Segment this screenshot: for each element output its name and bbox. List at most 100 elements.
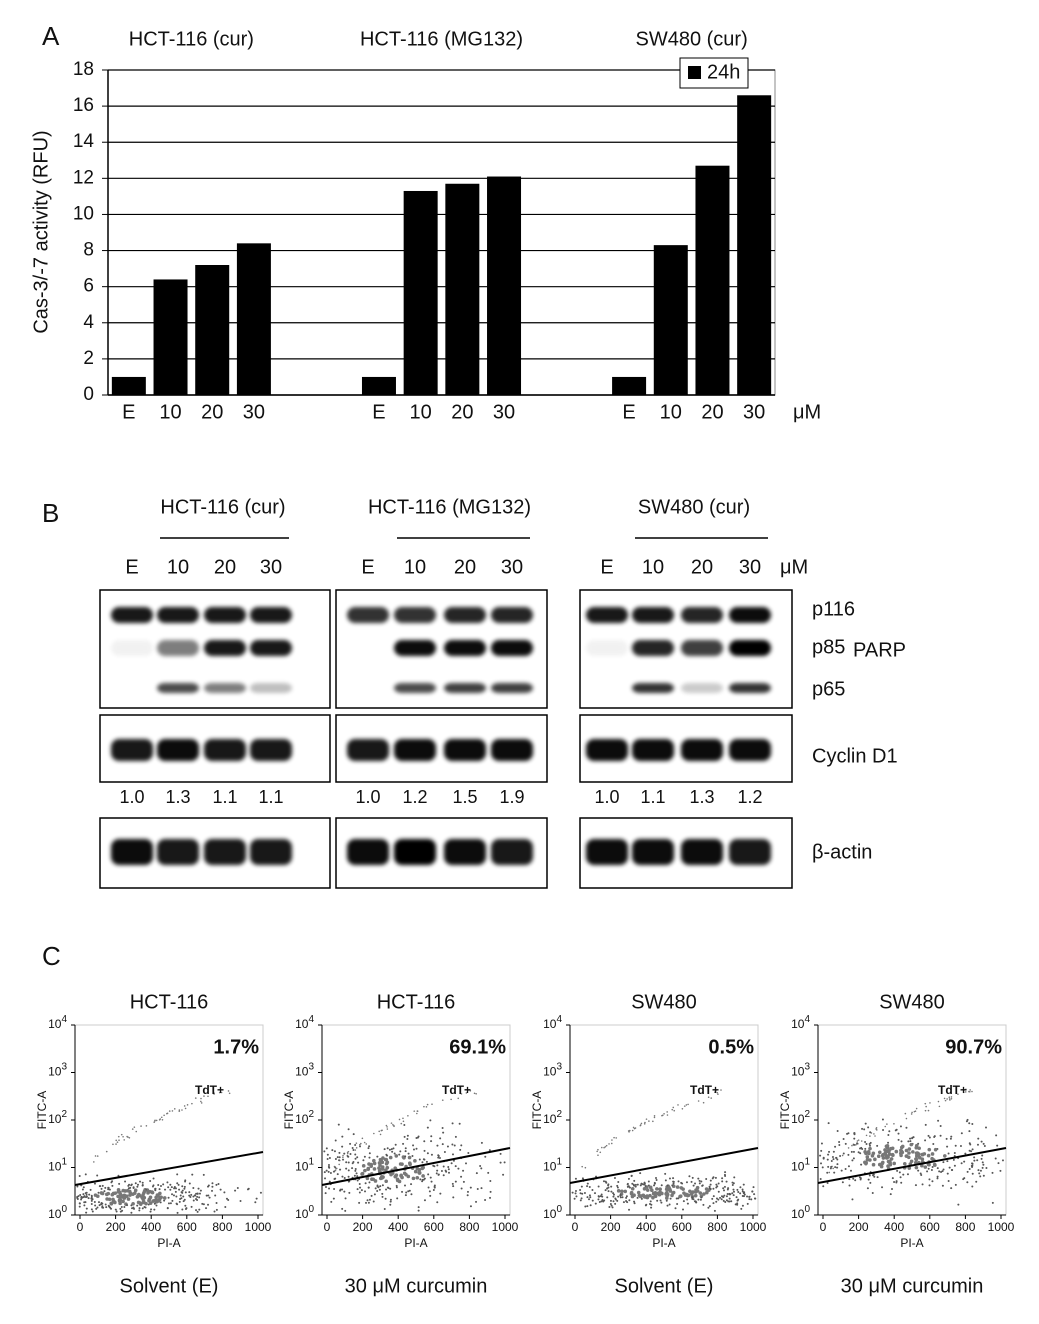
event-dot bbox=[393, 1174, 398, 1179]
event-dot bbox=[156, 1199, 161, 1203]
event-dot bbox=[647, 1180, 650, 1183]
event-dot bbox=[933, 1135, 936, 1138]
event-dot bbox=[465, 1092, 468, 1094]
x-tick-label: 200 bbox=[106, 1220, 126, 1234]
scatter-cloud bbox=[323, 1089, 506, 1212]
event-dot bbox=[834, 1145, 837, 1148]
event-dot bbox=[384, 1157, 389, 1162]
y-tick-label: 100 bbox=[543, 1204, 562, 1222]
x-tick-label: 0 bbox=[820, 1220, 827, 1234]
event-dot bbox=[857, 1139, 860, 1141]
event-dot bbox=[378, 1163, 382, 1167]
unit-label: μM bbox=[793, 401, 821, 423]
event-dot bbox=[159, 1184, 162, 1187]
event-dot bbox=[153, 1208, 156, 1211]
blot-title: SW480 (cur) bbox=[638, 496, 750, 518]
event-dot bbox=[834, 1166, 837, 1169]
tick-base: 10 bbox=[791, 1112, 805, 1126]
event-dot bbox=[616, 1199, 619, 1202]
event-dot bbox=[334, 1158, 337, 1161]
event-dot bbox=[344, 1197, 347, 1200]
event-dot bbox=[850, 1150, 853, 1153]
tick-exponent: 0 bbox=[308, 1204, 314, 1215]
panel-label: C bbox=[42, 941, 61, 971]
event-dot bbox=[211, 1185, 214, 1188]
event-dot bbox=[457, 1167, 460, 1170]
event-dot bbox=[610, 1190, 613, 1193]
event-dot bbox=[469, 1205, 472, 1208]
event-dot bbox=[200, 1097, 202, 1100]
event-dot bbox=[447, 1166, 450, 1169]
event-dot bbox=[179, 1194, 182, 1197]
blot-band bbox=[111, 739, 153, 761]
y-tick-label: 10 bbox=[73, 203, 94, 224]
event-dot bbox=[386, 1126, 388, 1128]
event-dot bbox=[665, 1190, 669, 1195]
tick-exponent: 2 bbox=[556, 1109, 562, 1120]
event-dot bbox=[725, 1180, 728, 1183]
event-dot bbox=[502, 1173, 505, 1176]
event-dot bbox=[503, 1161, 506, 1164]
event-dot bbox=[729, 1193, 732, 1196]
event-dot bbox=[721, 1177, 724, 1180]
event-dot bbox=[947, 1180, 950, 1183]
event-dot bbox=[365, 1143, 368, 1145]
event-dot bbox=[417, 1170, 422, 1175]
event-dot bbox=[636, 1196, 639, 1199]
event-dot bbox=[637, 1193, 642, 1198]
bar bbox=[737, 95, 772, 396]
event-dot bbox=[390, 1148, 393, 1151]
event-dot bbox=[158, 1188, 161, 1191]
event-dot bbox=[152, 1177, 155, 1180]
event-dot bbox=[377, 1166, 381, 1170]
event-dot bbox=[141, 1207, 144, 1210]
event-dot bbox=[675, 1197, 678, 1200]
tick-base: 10 bbox=[48, 1207, 62, 1221]
legend-label: 24h bbox=[707, 61, 740, 83]
event-dot bbox=[352, 1133, 355, 1136]
event-dot bbox=[148, 1201, 153, 1205]
event-dot bbox=[328, 1187, 331, 1190]
event-dot bbox=[410, 1183, 413, 1186]
tick-exponent: 0 bbox=[556, 1204, 562, 1215]
event-dot bbox=[129, 1186, 132, 1189]
tick-base: 10 bbox=[295, 1112, 309, 1126]
blot-band bbox=[444, 640, 486, 656]
event-dot bbox=[711, 1197, 714, 1200]
event-dot bbox=[895, 1181, 898, 1184]
event-dot bbox=[390, 1122, 393, 1124]
plot-title: SW480 bbox=[879, 991, 945, 1013]
group-title: HCT-116 (MG132) bbox=[360, 28, 523, 50]
blot-band bbox=[632, 640, 674, 656]
ratio-label: 1.3 bbox=[689, 787, 714, 807]
tick-exponent: 1 bbox=[804, 1156, 810, 1167]
event-dot bbox=[331, 1149, 334, 1152]
event-dot bbox=[981, 1166, 984, 1169]
event-dot bbox=[205, 1207, 208, 1210]
event-dot bbox=[104, 1186, 107, 1189]
event-dot bbox=[452, 1159, 455, 1162]
event-dot bbox=[334, 1169, 337, 1172]
event-dot bbox=[404, 1172, 408, 1177]
tick-base: 10 bbox=[791, 1160, 805, 1174]
event-dot bbox=[154, 1188, 157, 1191]
event-dot bbox=[732, 1188, 735, 1191]
event-dot bbox=[213, 1210, 216, 1213]
event-dot bbox=[586, 1182, 589, 1185]
event-dot bbox=[976, 1159, 979, 1162]
event-dot bbox=[876, 1176, 879, 1179]
event-dot bbox=[586, 1196, 589, 1199]
event-dot bbox=[964, 1091, 967, 1093]
event-dot bbox=[454, 1180, 457, 1183]
event-dot bbox=[700, 1180, 703, 1183]
event-dot bbox=[166, 1181, 169, 1184]
event-dot bbox=[203, 1095, 205, 1097]
blot-band bbox=[681, 739, 723, 761]
event-dot bbox=[499, 1152, 502, 1155]
event-dot bbox=[153, 1121, 156, 1123]
event-dot bbox=[717, 1190, 720, 1193]
event-dot bbox=[166, 1207, 169, 1210]
event-dot bbox=[930, 1169, 933, 1172]
x-tick-label: 200 bbox=[849, 1220, 869, 1234]
event-dot bbox=[437, 1156, 440, 1159]
